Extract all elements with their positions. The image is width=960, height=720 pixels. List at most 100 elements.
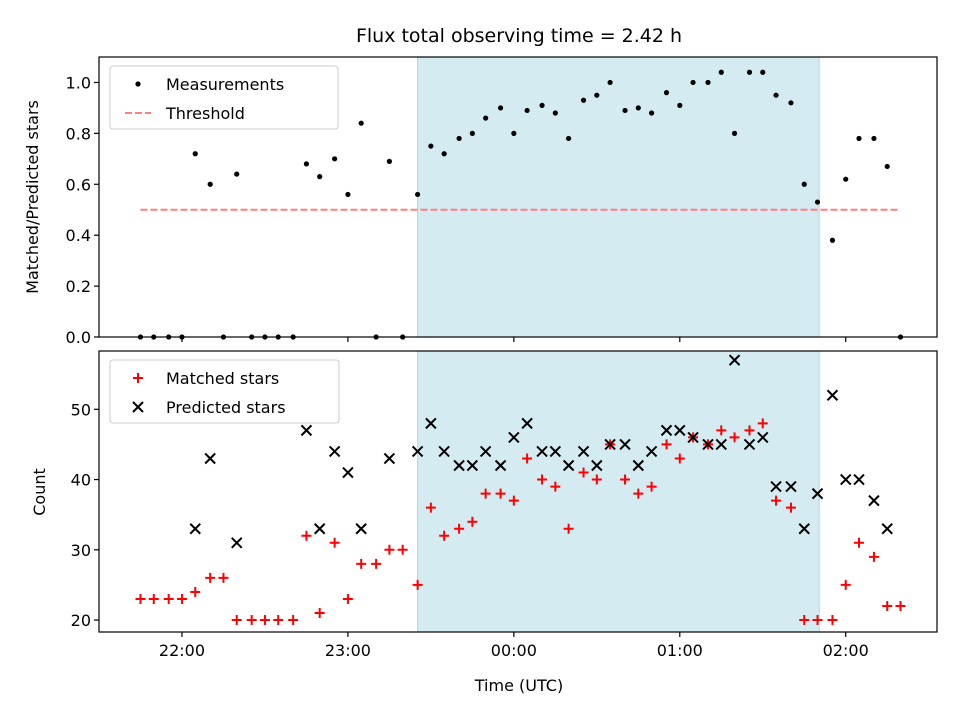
data-point [246, 615, 257, 626]
data-point [788, 100, 794, 106]
data-point [273, 615, 284, 626]
data-point [303, 161, 310, 167]
data-point [562, 459, 575, 472]
data-point [868, 494, 880, 507]
data-point [483, 115, 489, 121]
y-tick-label: 0.0 [66, 328, 91, 347]
data-point [632, 459, 645, 472]
plot-frame [98, 350, 938, 633]
data-point [619, 438, 631, 451]
data-point [439, 530, 450, 541]
data-point [552, 110, 558, 116]
data-point [494, 459, 507, 472]
data-point [148, 593, 159, 604]
data-point [895, 601, 906, 612]
data-point [231, 537, 243, 549]
data-point [301, 530, 312, 541]
legend-marker [135, 81, 141, 87]
data-point [329, 537, 340, 548]
data-point [829, 237, 836, 243]
legend-label: Predicted stars [166, 398, 286, 417]
y-tick-label: 20 [71, 611, 91, 630]
data-point [205, 572, 216, 583]
data-point [314, 608, 325, 619]
data-point [218, 572, 229, 583]
data-point [204, 452, 216, 465]
data-point [397, 544, 408, 555]
data-point [456, 135, 462, 142]
data-point [313, 523, 326, 535]
data-point [757, 431, 769, 444]
data-point [746, 69, 753, 75]
data-point [715, 438, 727, 451]
data-point [882, 601, 893, 612]
data-point [511, 130, 517, 136]
data-point [332, 156, 338, 162]
series-matched-stars [135, 418, 906, 626]
data-point [591, 474, 602, 485]
data-point [371, 558, 382, 569]
data-point [358, 120, 364, 126]
data-point [135, 593, 146, 604]
panel-counts: 22:00 23:00 00:00 01:00 02:00 20 30 40 50 Matched… [71, 350, 938, 660]
data-point [539, 102, 545, 108]
data-point [811, 487, 824, 500]
data-point [355, 523, 367, 535]
data-point [622, 107, 628, 114]
data-point [386, 158, 392, 164]
data-point [259, 615, 270, 626]
data-point [645, 445, 658, 458]
data-point [497, 105, 504, 111]
data-point [799, 615, 810, 626]
data-point [300, 424, 313, 437]
data-point [773, 92, 779, 98]
data-point [881, 523, 893, 535]
data-point [812, 615, 823, 626]
data-point [801, 181, 807, 187]
legend-box [109, 359, 340, 424]
y-tick-label: 50 [71, 400, 91, 419]
data-point [521, 417, 533, 430]
legend-label: Matched stars [166, 369, 279, 388]
data-point [317, 174, 323, 180]
data-point [383, 452, 396, 465]
data-point [508, 495, 519, 506]
data-point [522, 453, 533, 464]
data-point [508, 431, 520, 444]
data-point [479, 445, 492, 458]
series-predicted-stars [189, 354, 893, 549]
data-point [594, 92, 600, 98]
data-point [731, 130, 738, 136]
data-point [524, 107, 530, 114]
y-tick-label: 1.0 [66, 73, 91, 92]
data-point [840, 473, 852, 486]
y-tick-label: 0.2 [66, 277, 91, 296]
legend-box [109, 65, 339, 130]
data-point [428, 143, 434, 149]
data-point [328, 445, 341, 458]
data-point [425, 502, 436, 513]
data-point [843, 176, 849, 182]
data-point [466, 459, 479, 472]
data-point [646, 481, 657, 492]
plot-frame [98, 56, 938, 338]
data-point [345, 191, 351, 198]
legend: Measurements Threshold [109, 65, 339, 130]
y-tick-label: 30 [71, 541, 91, 560]
data-point [854, 537, 865, 548]
data-point [550, 481, 561, 492]
data-point [454, 523, 465, 534]
data-point [441, 151, 447, 157]
data-point [190, 586, 201, 597]
data-point [207, 181, 213, 187]
x-axis-label: Time (UTC) [474, 676, 563, 695]
data-point [425, 417, 437, 430]
data-point [660, 424, 673, 437]
y-axis-label-count: Count [30, 468, 49, 516]
data-point [856, 135, 862, 142]
data-point [770, 480, 782, 493]
data-point [648, 110, 655, 116]
data-point [415, 191, 421, 198]
data-point [591, 459, 603, 472]
